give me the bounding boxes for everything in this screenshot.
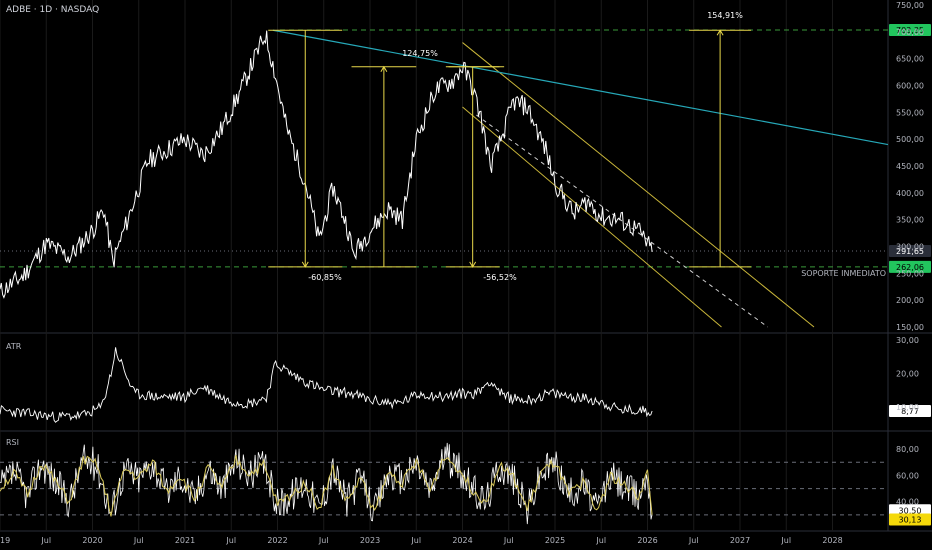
x-tick-label: 2024 <box>452 536 472 545</box>
measure-drop-2-label: -56,52% <box>483 273 517 282</box>
price-y-tick: 150,00 <box>896 323 924 332</box>
x-tick-label: Jul <box>225 536 236 545</box>
measure-drop-1-label: -60,85% <box>308 273 342 282</box>
rsi-y-tick: 80,00 <box>896 445 919 454</box>
atr-y-tick: 30,00 <box>896 336 919 345</box>
channel-lower-line <box>462 106 722 328</box>
rsi-ma-tag: 30,13 <box>899 515 922 524</box>
current-price-tag: 291,65 <box>896 247 924 256</box>
atr-value-tag-bg <box>889 405 931 418</box>
high-price-tag: 703,35 <box>896 26 924 35</box>
rsi-ma-tag-bg <box>889 513 931 526</box>
price-y-tick: 250,00 <box>896 269 924 278</box>
support-price-tag-bg <box>889 260 931 273</box>
price-y-tick: 400,00 <box>896 189 924 198</box>
atr-y-tick: 10,00 <box>896 403 919 412</box>
price-y-tick: 550,00 <box>896 108 924 117</box>
price-y-tick: 650,00 <box>896 55 924 64</box>
support-label: SOPORTE INMEDIATO <box>801 269 886 278</box>
x-tick-label: Jul <box>133 536 144 545</box>
current-price-tag-bg <box>889 244 931 257</box>
rsi-y-tick: 40,00 <box>896 498 919 507</box>
x-tick-label: 2021 <box>175 536 195 545</box>
atr-label: ATR <box>6 342 22 351</box>
x-tick-label: 2026 <box>637 536 657 545</box>
rsi-value-tag: 30,50 <box>899 506 922 515</box>
channel-upper-line <box>462 42 815 328</box>
price-y-tick: 200,00 <box>896 296 924 305</box>
x-tick-label: Jul <box>688 536 699 545</box>
atr-y-tick: 20,00 <box>896 369 919 378</box>
atr-series-line <box>0 347 653 423</box>
x-tick-label: Jul <box>40 536 51 545</box>
rsi-y-tick: 60,00 <box>896 471 919 480</box>
price-y-tick: 350,00 <box>896 216 924 225</box>
atr-value-tag: 8,77 <box>901 407 919 416</box>
measure-rise-2-label: 154,91% <box>707 11 743 20</box>
price-y-tick: 300,00 <box>896 243 924 252</box>
support-price-tag: 262,06 <box>896 263 924 272</box>
price-pane: -60,85% 124,75% -56,52% 154,91% 703,35 291,65… <box>0 11 931 328</box>
x-tick-label: 2025 <box>545 536 565 545</box>
price-y-tick: 750,00 <box>896 1 924 10</box>
high-price-tag-bg <box>889 24 931 37</box>
x-tick-label: Jul <box>410 536 421 545</box>
x-tick-label: 2019 <box>0 536 10 545</box>
rsi-label: RSI <box>6 438 19 447</box>
x-tick-label: 2028 <box>822 536 842 545</box>
channel-mid-line <box>476 114 769 328</box>
atr-pane: 8,77 <box>0 347 931 423</box>
x-tick-label: Jul <box>595 536 606 545</box>
price-series-line <box>0 30 653 299</box>
measure-drop-1-arrow <box>301 261 309 268</box>
x-tick-label: 2022 <box>267 536 287 545</box>
ticker-title: ADBE · 1D · NASDAQ <box>6 5 100 15</box>
price-y-tick: 500,00 <box>896 135 924 144</box>
price-y-tick: 600,00 <box>896 82 924 91</box>
price-y-tick: 700,00 <box>896 28 924 37</box>
x-tick-label: 2023 <box>360 536 380 545</box>
price-y-tick: 450,00 <box>896 162 924 171</box>
measure-rise-1-label: 124,75% <box>402 49 438 58</box>
x-tick-label: Jul <box>780 536 791 545</box>
x-tick-label: Jul <box>318 536 329 545</box>
rsi-value-tag-bg <box>889 504 931 517</box>
rsi-ma-line <box>0 455 653 517</box>
rsi-series-line <box>0 442 653 525</box>
x-tick-label: 2020 <box>82 536 102 545</box>
gridlines <box>0 0 932 532</box>
x-tick-label: 2027 <box>730 536 750 545</box>
x-tick-label: Jul <box>503 536 514 545</box>
measure-rise-1-arrow <box>380 65 388 72</box>
measure-drop-2-arrow <box>469 261 477 268</box>
resistance-trendline <box>272 29 889 146</box>
measure-rise-2-arrow <box>716 29 724 36</box>
